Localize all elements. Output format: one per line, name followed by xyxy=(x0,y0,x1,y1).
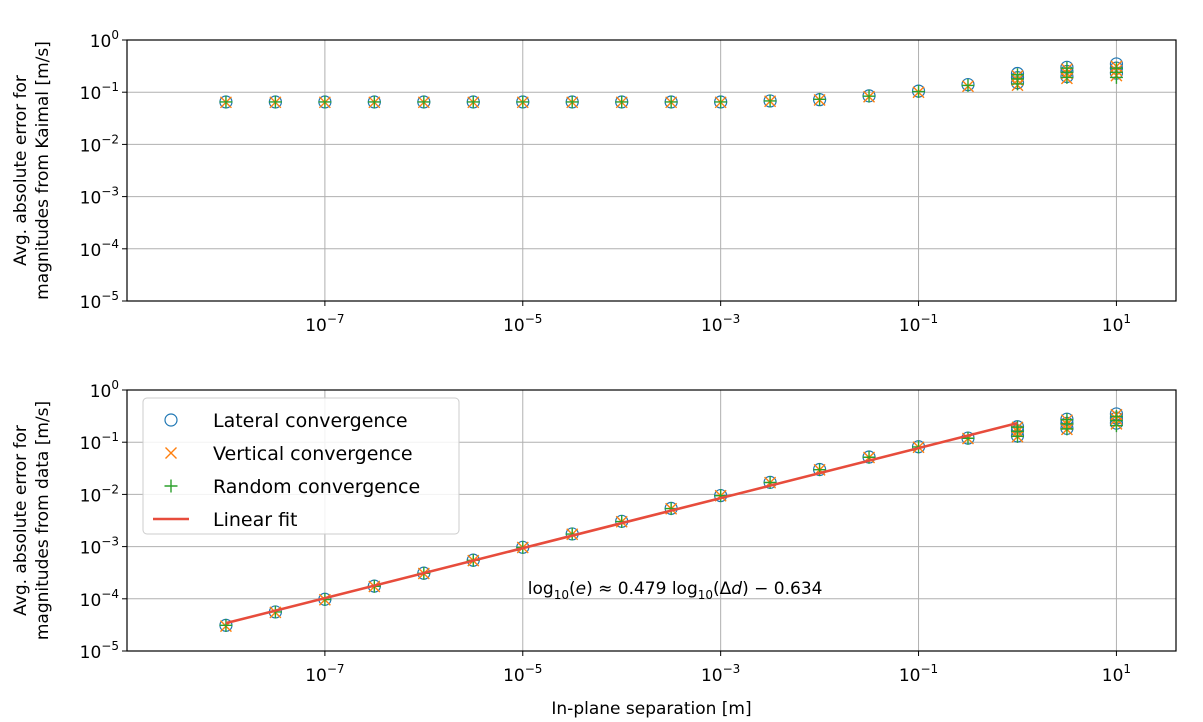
y-tick-label: 100 xyxy=(90,28,119,52)
x-axis-label: In-plane separation [m] xyxy=(551,699,751,719)
y-axis-label: Avg. absolute error for magnitudes from K… xyxy=(11,41,53,300)
x-tick-label: 10−1 xyxy=(899,662,938,686)
legend-box xyxy=(142,397,460,535)
x-tick-label: 101 xyxy=(1102,662,1131,686)
data-point xyxy=(516,95,530,109)
data-point xyxy=(565,95,579,109)
data-point xyxy=(1010,68,1024,82)
x-tick-label: 10−5 xyxy=(503,312,542,336)
legend-marker xyxy=(164,413,178,427)
y-tick-label: 10−4 xyxy=(80,237,119,261)
data-point xyxy=(714,95,728,109)
x-tick-label: 10−7 xyxy=(305,662,344,686)
legend-label: Lateral convergence xyxy=(213,410,408,432)
linear-fit-line xyxy=(225,421,1018,625)
x-tick-label: 10−1 xyxy=(899,312,938,336)
y-tick-label: 10−5 xyxy=(80,639,119,663)
data-point xyxy=(961,431,975,445)
legend-label: Random convergence xyxy=(213,476,420,498)
legend: Lateral convergence Vertical convergence R… xyxy=(142,397,460,535)
y-tick-label: 10−4 xyxy=(80,587,119,611)
legend-label: Linear fit xyxy=(213,509,298,531)
data-point xyxy=(615,95,629,109)
data-point xyxy=(268,95,282,109)
y-tick-label: 10−1 xyxy=(80,430,119,454)
series-linear-fit xyxy=(225,421,1018,625)
data-point xyxy=(1109,61,1123,75)
x-tick-label: 10−3 xyxy=(701,662,740,686)
y-tick-label: 10−2 xyxy=(80,132,119,156)
data-point xyxy=(318,95,332,109)
y-axis-label: Avg. absolute error for magnitudes from d… xyxy=(11,401,53,640)
y-tick-label: 10−5 xyxy=(80,289,119,313)
y-tick-label: 10−1 xyxy=(80,80,119,104)
data-point xyxy=(1060,61,1074,75)
data-point xyxy=(1109,409,1123,423)
series-random-convergence xyxy=(219,61,1123,109)
data-point xyxy=(813,92,827,106)
y-tick-label: 10−3 xyxy=(80,185,119,209)
data-point xyxy=(1010,420,1024,434)
data-point xyxy=(466,95,480,109)
legend-marker xyxy=(164,479,178,493)
data-point xyxy=(1060,413,1074,427)
data-point xyxy=(219,618,233,632)
data-point xyxy=(763,94,777,108)
axes-frame xyxy=(126,39,1177,302)
fit-equation: log10(e) ≈ 0.479 log10(Δd) − 0.634 xyxy=(528,579,823,602)
y-tick-label: 100 xyxy=(90,378,119,402)
x-tick-label: 10−7 xyxy=(305,312,344,336)
bottom-panel: 10−7 10−5 10−3 10−1 101 100 10−1 10−2 10−3 10−4 10… xyxy=(11,378,1177,719)
legend-marker xyxy=(165,447,177,459)
data-point xyxy=(862,89,876,103)
x-tick-label: 10−5 xyxy=(503,662,542,686)
y-tick-label: 10−3 xyxy=(80,535,119,559)
data-point xyxy=(961,78,975,92)
x-tick-label: 101 xyxy=(1102,312,1131,336)
y-tick-label: 10−2 xyxy=(80,482,119,506)
data-point xyxy=(219,95,233,109)
axes-frame xyxy=(126,389,1177,652)
data-point xyxy=(664,95,678,109)
legend-label: Vertical convergence xyxy=(213,443,413,465)
data-point xyxy=(367,95,381,109)
top-panel: 10−7 10−5 10−3 10−1 101 100 10−1 10−2 10−3 10−4 10… xyxy=(11,28,1177,336)
x-tick-label: 10−3 xyxy=(701,312,740,336)
data-point xyxy=(912,85,926,99)
data-point xyxy=(417,95,431,109)
